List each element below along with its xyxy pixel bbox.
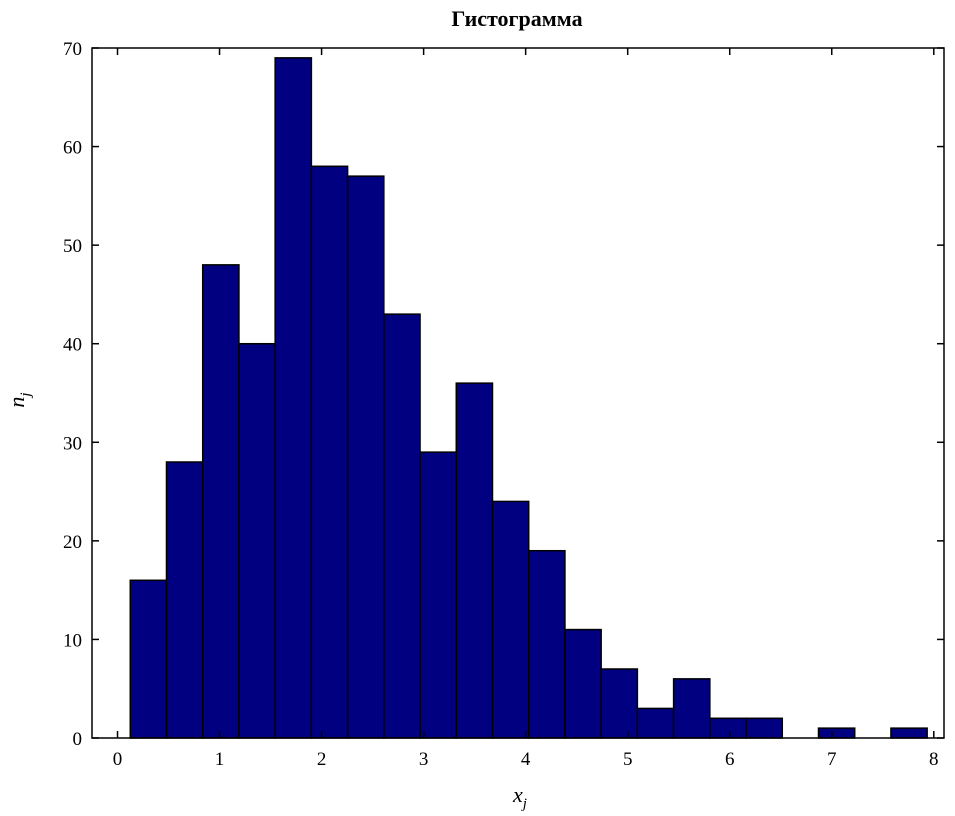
- x-axis-label: xj: [512, 782, 527, 812]
- y-tick-label: 10: [63, 630, 82, 651]
- x-axis-label-sub: j: [521, 796, 527, 812]
- bars-group: [129, 57, 928, 739]
- x-tick-label: 4: [521, 749, 531, 770]
- x-tick-label: 3: [419, 749, 429, 770]
- x-tick-label: 6: [725, 749, 735, 770]
- y-tick-label: 20: [63, 532, 82, 553]
- histogram-bar-6: [346, 175, 385, 739]
- histogram-bar-13: [600, 668, 639, 739]
- x-tick-label: 2: [317, 749, 327, 770]
- histogram-bar-17: [745, 717, 784, 739]
- y-tick-label: 60: [63, 138, 82, 159]
- x-ticks: 0 1 2 3 4 5 6 7 8: [113, 48, 939, 770]
- x-axis-label-main: x: [512, 782, 523, 807]
- y-axis-label-main: n: [4, 397, 29, 408]
- histogram-bar-1: [165, 461, 204, 739]
- histogram-bar-3: [238, 342, 276, 739]
- x-tick-label: 5: [623, 749, 633, 770]
- y-tick-label: 0: [73, 729, 83, 750]
- histogram-bar-16: [709, 717, 747, 739]
- x-tick-label: 1: [215, 749, 225, 770]
- y-tick-label: 70: [63, 39, 82, 60]
- y-axis-label: nj: [4, 392, 34, 407]
- histogram-bar-9: [455, 382, 494, 739]
- histogram-bar-7: [383, 313, 421, 739]
- histogram-bar-15: [672, 678, 711, 739]
- x-tick-label: 0: [113, 749, 123, 770]
- histogram-bar-4: [274, 57, 313, 739]
- y-tick-label: 30: [63, 433, 82, 454]
- histogram-bar-11: [527, 549, 566, 739]
- histogram-bar-5: [310, 165, 349, 739]
- y-tick-label: 50: [63, 236, 82, 257]
- x-tick-label: 7: [827, 749, 837, 770]
- y-axis-label-sub: j: [18, 392, 34, 398]
- histogram-bar-19: [817, 727, 856, 739]
- histogram-bar-8: [419, 451, 458, 739]
- y-ticks: 0 10 20 30 40 50 60 70: [63, 39, 944, 750]
- chart-title: Гистограмма: [451, 6, 582, 31]
- histogram-bar-2: [201, 264, 240, 739]
- x-tick-label: 8: [929, 749, 939, 770]
- y-tick-label: 40: [63, 335, 82, 356]
- plot-frame: [91, 47, 945, 739]
- histogram-bar-14: [636, 707, 675, 739]
- histogram-bar-21: [890, 727, 928, 739]
- histogram-bar-12: [564, 628, 602, 739]
- histogram-bar-0: [129, 579, 168, 739]
- histogram-bar-10: [491, 500, 530, 739]
